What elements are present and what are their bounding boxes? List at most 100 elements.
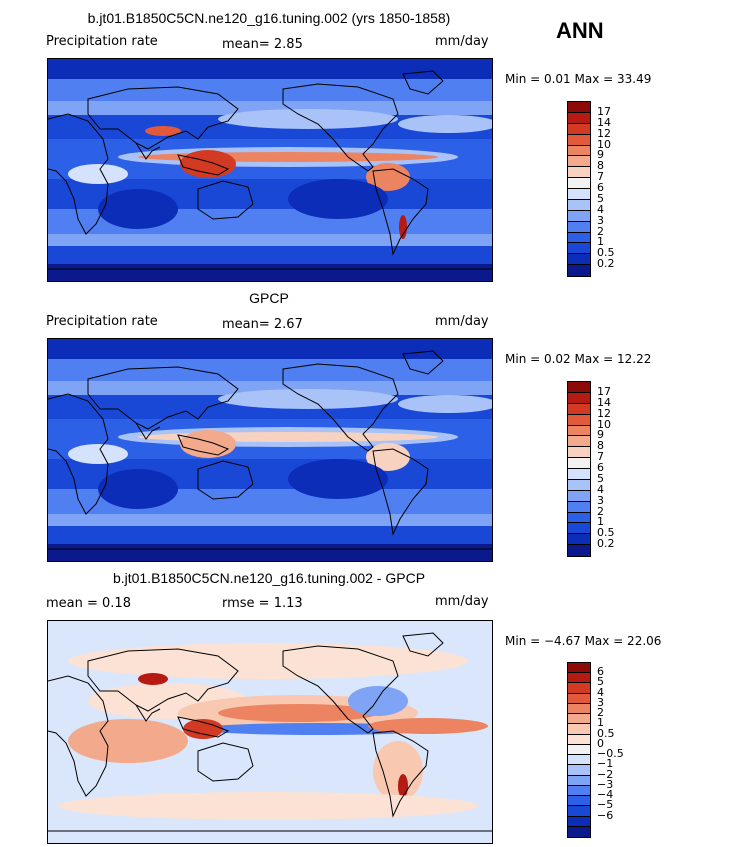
colorbar-tick-label: 0.5 (597, 526, 615, 540)
panel1-minmax: Min = 0.01 Max = 33.49 (505, 72, 652, 86)
coastline (177, 154, 230, 176)
colorbar-swatch (568, 112, 590, 124)
colorbar-swatch (568, 714, 590, 725)
colorbar-swatch (568, 199, 590, 211)
coastline (372, 168, 429, 256)
colorbar-swatch (568, 673, 590, 684)
colorbar-swatch (568, 816, 590, 827)
coastline (372, 448, 429, 536)
colorbar-tick-label: −1 (597, 757, 614, 771)
panel2-minmax: Min = 0.02 Max = 12.22 (505, 352, 652, 366)
colorbar-tick-label: 17 (597, 384, 611, 398)
colorbar-tick-label: −3 (597, 777, 614, 791)
coastline (177, 716, 230, 738)
colorbar-tick-label: 5 (597, 675, 604, 689)
colorbar-swatch (568, 796, 590, 807)
map-field (48, 59, 492, 281)
colorbar-swatch (568, 534, 590, 546)
colorbar-tick-label: 0.5 (597, 726, 615, 740)
colorbar-tick-label: 9 (597, 148, 604, 162)
colorbar-tick-label: 0 (597, 736, 604, 750)
coastline (135, 704, 161, 722)
colorbar-tick-label: 0.2 (597, 257, 615, 271)
colorbar-swatch (568, 663, 590, 674)
colorbar-tick-label: −2 (597, 767, 614, 781)
colorbar-tick-label: 9 (597, 428, 604, 442)
colorbar-swatch (568, 243, 590, 255)
coastline (402, 70, 444, 95)
panel1-precip-map (47, 58, 493, 282)
panel3-units: mm/day (435, 594, 489, 609)
colorbar-tick-label: 2 (597, 224, 604, 238)
coastline (87, 366, 239, 430)
colorbar-swatch (568, 775, 590, 786)
coastline (135, 142, 161, 160)
coastline (282, 363, 399, 452)
colorbar-swatch (568, 469, 590, 480)
colorbar-swatch (568, 210, 590, 222)
colorbar-tick-label: 3 (597, 213, 604, 227)
panel2-field-label: Precipitation rate (46, 314, 158, 329)
colorbar-swatch (568, 724, 590, 735)
panel3-title: b.jt01.B1850C5CN.ne120_g16.tuning.002 - … (112, 570, 426, 586)
coastline (402, 632, 444, 657)
colorbar-swatch (568, 523, 590, 535)
panel3-colorbar (567, 662, 591, 838)
colorbar-tick-label: 6 (597, 665, 604, 679)
colorbar-swatch (568, 785, 590, 797)
map-field (48, 621, 492, 843)
colorbar-tick-label: 4 (597, 202, 604, 216)
colorbar-swatch (568, 178, 590, 189)
colorbar-tick-label: 1 (597, 716, 604, 730)
colorbar-tick-label: −0.5 (597, 747, 624, 761)
panel2-colorbar (567, 381, 591, 557)
coastline (197, 742, 254, 782)
colorbar-tick-label: 0.2 (597, 537, 615, 551)
colorbar-tick-label: 0.5 (597, 246, 615, 260)
colorbar-swatch (568, 734, 590, 745)
colorbar-swatch (568, 382, 590, 393)
colorbar-tick-label: 7 (597, 170, 604, 184)
panel2-title: GPCP (249, 290, 289, 306)
colorbar-tick-label: 4 (597, 685, 604, 699)
coastline (282, 83, 399, 172)
season-label: ANN (556, 18, 604, 43)
colorbar-tick-label: −5 (597, 798, 614, 812)
panel1-field-label: Precipitation rate (46, 34, 158, 49)
coastline (87, 86, 239, 150)
colorbar-swatch (568, 167, 590, 179)
colorbar-swatch (568, 447, 590, 459)
colorbar-swatch (568, 145, 590, 157)
colorbar-tick-label: 12 (597, 406, 611, 420)
colorbar-swatch (568, 123, 590, 135)
panel3-mean: mean = 0.18 (46, 596, 131, 611)
panel3-rmse: rmse = 1.13 (222, 596, 303, 611)
coastline (48, 675, 109, 797)
coastline (372, 730, 429, 818)
colorbar-tick-label: 10 (597, 417, 611, 431)
colorbar-tick-label: 10 (597, 137, 611, 151)
colorbar-tick-label: 12 (597, 126, 611, 140)
colorbar-tick-label: 14 (597, 115, 611, 129)
colorbar-swatch (568, 826, 590, 837)
panel1-colorbar (567, 101, 591, 277)
colorbar-tick-label: 6 (597, 181, 604, 194)
panel1-units: mm/day (435, 34, 489, 49)
colorbar-swatch (568, 221, 590, 233)
colorbar-swatch (568, 545, 590, 556)
panel2-mean: mean= 2.67 (222, 317, 303, 332)
colorbar-swatch (568, 512, 590, 524)
colorbar-swatch (568, 693, 590, 704)
colorbar-swatch (568, 232, 590, 244)
colorbar-swatch (568, 265, 590, 276)
colorbar-swatch (568, 102, 590, 113)
panel3-minmax: Min = −4.67 Max = 22.06 (505, 634, 662, 648)
colorbar-tick-label: 3 (597, 695, 604, 709)
colorbar-swatch (568, 436, 590, 448)
colorbar-tick-label: −6 (597, 808, 614, 822)
coastline (282, 645, 399, 734)
colorbar-swatch (568, 765, 590, 776)
coastline (197, 460, 254, 500)
colorbar-swatch (568, 156, 590, 168)
coastline (48, 113, 109, 235)
